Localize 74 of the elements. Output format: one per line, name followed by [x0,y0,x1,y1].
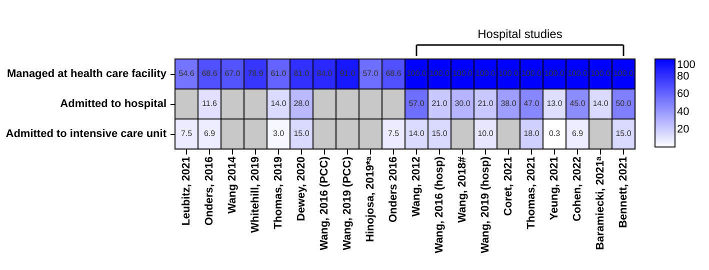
color-bar-label: 100 [677,59,696,71]
x-tick-label: Wang, 2012 [410,156,422,217]
data-label: 50.0 [616,99,632,108]
data-label: 30.0 [454,99,471,108]
data-label: 6.9 [204,129,216,138]
data-label: 91.0 [340,69,356,78]
x-tick-label: Wang, 2016 (hosp) [434,156,446,254]
data-label: 61.0 [270,69,287,78]
data-label: 6.9 [572,129,584,138]
data-label: 68.6 [202,69,218,78]
data-label: 100.0 [406,69,428,78]
x-tick-label: Thomas, 2019 [272,156,284,230]
x-tick-label: Wang, 2018# [456,156,468,223]
data-label: 0.3 [548,129,561,138]
x-tick-label: Wang, 2019 (hosp) [480,156,492,254]
x-tick-label: Hinojosa, 2019*ᵃ [364,156,376,242]
data-label: 100.0 [521,69,542,78]
data-label: 45.0 [570,99,586,108]
data-label: 14.0 [592,99,609,108]
data-label: 57.0 [362,69,379,78]
text: Hospital studies [478,27,562,41]
y-tick-label: Admitted to hospital [60,98,166,110]
data-label: 68.6 [386,69,402,78]
data-label: 13.0 [546,99,563,108]
x-tick-label: Cohen, 2022 [572,156,584,222]
data-label: 84.0 [316,69,333,78]
data-label: 47.0 [524,99,540,108]
data-label: 18.0 [524,129,540,138]
data-label: 100.0 [475,69,496,78]
data-label: 3.0 [272,129,285,138]
x-tick-label: Leubitz, 2021 [180,156,192,226]
data-label: 21.0 [478,99,494,108]
x-tick-label: Onders, 2016 [204,156,216,226]
data-label: 14.0 [408,129,425,138]
data-label: 38.0 [500,99,517,108]
data-label: 7.5 [388,129,400,138]
data-label: 100.0 [590,69,612,78]
data-label: 100.0 [429,69,450,78]
data-label: 28.0 [294,99,310,108]
color-bar-label: 60 [677,88,690,100]
data-label: 81.0 [294,69,310,78]
x-tick-label: Wang, 2019 (PCC) [342,156,354,250]
data-label: 78.9 [248,69,264,78]
data-label: 10.0 [478,129,494,138]
y-tick-label: Admitted to intensive care unit [6,128,167,140]
x-tick-label: Baramiecki, 2021ᵃ [594,156,606,250]
x-tick-label: Onders 2016 [388,156,400,223]
x-tick-label: Dewey, 2020 [296,156,308,222]
data-label: 7.5 [180,129,193,138]
data-label: 67.0 [224,69,241,78]
data-label: 100.0 [613,69,634,78]
data-label: 21.0 [432,99,448,108]
data-label: 15.0 [294,129,310,138]
color-bar-label: 80 [677,70,690,83]
color-bar-label: 20 [677,123,690,136]
x-tick-label: Whitehill, 2019 [250,156,262,233]
data-label: 11.6 [202,99,218,108]
color-bar-label: 40 [677,106,690,118]
data-label: 15.0 [616,129,632,138]
x-tick-label: Wang, 2016 (PCC) [318,156,330,250]
x-tick-label: Coret, 2021 [502,156,514,216]
y-tick-label: Managed at health care facility [6,68,168,80]
x-tick-label: Bennett, 2021 [618,156,630,228]
data-label: 100.0 [452,69,474,78]
data-label: 54.6 [178,69,195,78]
data-label: 14.0 [270,99,287,108]
data-label: 100.0 [544,69,566,78]
x-tick-label: Yeung, 2021 [548,156,560,220]
x-tick-label: Thomas, 2021 [526,156,538,230]
data-label: 57.0 [408,99,425,108]
x-tick-label: Wang 2014 [226,156,238,214]
data-label: 100.0 [498,69,520,78]
data-label: 100.0 [567,69,588,78]
data-label: 15.0 [432,129,448,138]
